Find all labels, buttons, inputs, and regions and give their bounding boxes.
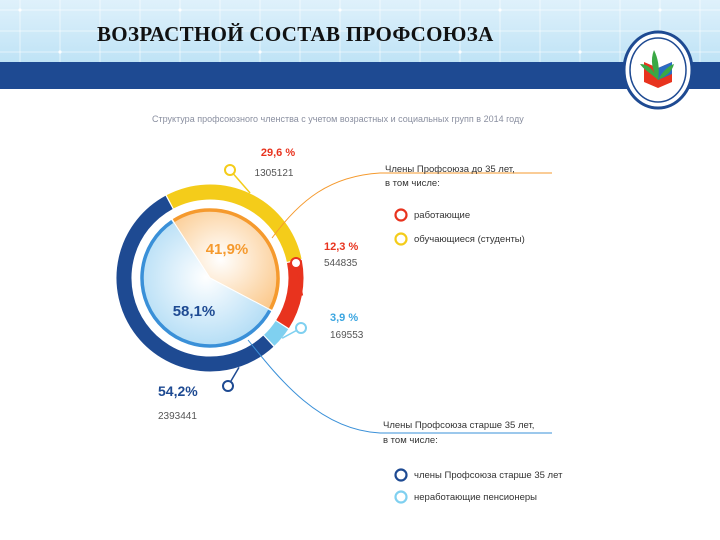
group-subheading: в том числе: bbox=[383, 435, 438, 446]
inner-slice-under-35-edge bbox=[172, 208, 280, 310]
outer-count-label: 1305121 bbox=[255, 168, 294, 179]
inner-value-label: 58,1% bbox=[173, 303, 216, 320]
chart-title: Структура профсоюзного членства с учетом… bbox=[152, 114, 524, 124]
outer-slice-yellow bbox=[166, 184, 302, 263]
slice-marker bbox=[224, 164, 236, 176]
legend-marker bbox=[394, 468, 408, 482]
inner-slice-over-35-edge bbox=[140, 220, 272, 348]
group-subheading: в том числе: bbox=[385, 178, 440, 189]
group-heading: Члены Профсоюза до 35 лет, bbox=[385, 164, 515, 175]
outer-percent-label: 29,6 % bbox=[261, 147, 295, 159]
slice-marker bbox=[290, 257, 302, 269]
legend-item-label: работающие bbox=[414, 210, 470, 221]
outer-percent-label: 54,2% bbox=[158, 383, 198, 399]
legend-marker bbox=[394, 232, 408, 246]
outer-slice-darkblue bbox=[116, 195, 274, 372]
outer-slice-red bbox=[276, 260, 304, 329]
header-bar bbox=[0, 62, 720, 89]
outer-slice-lightblue bbox=[263, 320, 289, 346]
union-emblem-logo bbox=[622, 30, 694, 110]
legend-item-label: неработающие пенсионеры bbox=[414, 492, 537, 503]
outer-count-label: 544835 bbox=[324, 258, 358, 269]
inner-value-label: 41,9% bbox=[206, 241, 249, 258]
group-connector-over-35 bbox=[247, 339, 552, 434]
outer-count-label: 2393441 bbox=[158, 411, 197, 422]
legend-marker bbox=[394, 490, 408, 504]
slice-marker bbox=[222, 380, 234, 392]
inner-slice-over-35 bbox=[139, 218, 273, 349]
outer-count-label: 169553 bbox=[330, 330, 364, 341]
page-title: ВОЗРАСТНОЙ СОСТАВ ПРОФСОЮЗА bbox=[97, 22, 494, 46]
inner-slice-under-35 bbox=[171, 207, 281, 312]
outer-percent-label: 12,3 % bbox=[324, 241, 358, 253]
slice-marker bbox=[295, 322, 307, 334]
group-heading: Члены Профсоюза старше 35 лет, bbox=[383, 420, 534, 431]
group-connector-under-35 bbox=[271, 172, 552, 239]
legend-item-label: обучающиеся (студенты) bbox=[414, 234, 525, 245]
legend-item-label: члены Профсоюза старше 35 лет bbox=[414, 470, 563, 481]
outer-percent-label: 3,9 % bbox=[330, 312, 358, 324]
legend-marker bbox=[394, 208, 408, 222]
